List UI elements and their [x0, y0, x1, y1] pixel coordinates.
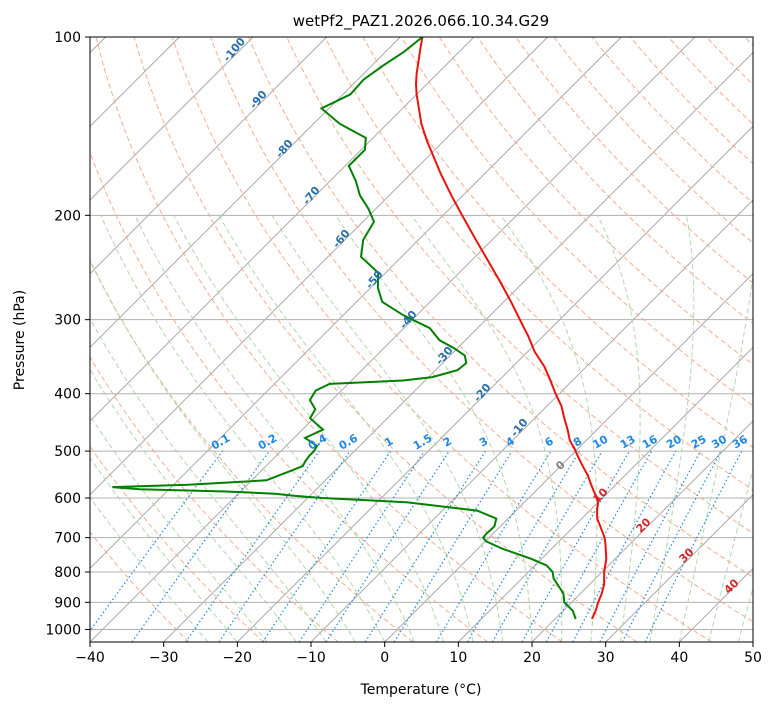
x-tick-label: −30 — [149, 650, 179, 666]
moist-adiabat-line — [173, 215, 445, 642]
mixing-ratio-line — [131, 450, 270, 642]
y-tick-label: 400 — [54, 387, 81, 403]
mixing-ratio-line — [393, 450, 513, 642]
chart-axes: −40 −30 −20 −10 0 10 20 30 40 50 100 200 300 400 500 60… — [45, 30, 762, 666]
isotherm-line — [90, 37, 475, 422]
moist-adiabat-line — [271, 215, 503, 642]
x-tick-label: 50 — [744, 650, 762, 666]
isotherm-line — [90, 37, 401, 348]
x-axis-label: Temperature (°C) — [360, 682, 482, 698]
moist-adiabat-line — [90, 414, 268, 642]
chart-series — [112, 37, 608, 620]
mixing-ratio-line — [572, 450, 677, 642]
moist-adiabat-line — [100, 215, 386, 642]
dry-adiabat-line — [477, 37, 753, 325]
dry-adiabat-line — [171, 37, 712, 642]
isotherm-line — [163, 52, 753, 642]
dry-adiabat-line — [553, 37, 753, 244]
moist-adiabat-line — [410, 215, 563, 642]
y-tick-label: 1000 — [45, 622, 81, 638]
isotherm-line — [90, 37, 254, 201]
x-tick-label: 20 — [523, 650, 541, 666]
x-tick-label: −10 — [296, 650, 326, 666]
y-tick-label: 100 — [54, 30, 81, 46]
dry-adiabat-line — [591, 37, 753, 204]
mixing-ratio-line — [545, 450, 653, 642]
mixing-ratio-line — [90, 450, 223, 632]
moist-adiabat-line — [500, 215, 598, 642]
moist-adiabat-line — [649, 215, 695, 642]
dry-adiabat-line — [90, 531, 190, 642]
moist-adiabat-line — [708, 467, 753, 642]
moist-adiabat-line — [90, 456, 238, 642]
dry-adiabat-line — [133, 37, 638, 642]
y-tick-label: 500 — [54, 444, 81, 460]
isotherm-line — [90, 37, 622, 569]
mixing-ratio-line — [466, 450, 580, 642]
mixing-ratio-line — [435, 450, 552, 642]
x-tick-label: 40 — [670, 650, 688, 666]
moist-adiabat-line — [334, 215, 533, 642]
chart-title: wetPf2_PAZ1.2026.066.10.34.G29 — [293, 12, 549, 31]
y-tick-label: 300 — [54, 313, 81, 329]
isotherm-line — [90, 37, 696, 642]
mixing-ratio-line — [521, 450, 631, 642]
y-tick-label: 600 — [54, 491, 81, 507]
dry-adiabat-line — [400, 37, 753, 407]
dry-adiabat-line — [248, 37, 753, 578]
moist-adiabat-line — [90, 368, 297, 642]
isotherm-line — [90, 37, 548, 496]
y-axis-label: Pressure (hPa) — [12, 290, 28, 390]
moist-adiabat-line — [90, 317, 327, 642]
chart-grid — [90, 37, 753, 642]
x-tick-label: 10 — [449, 650, 467, 666]
isotherm-line — [531, 420, 753, 642]
dry-adiabat-line — [90, 259, 414, 642]
x-tick-label: −20 — [223, 650, 253, 666]
dry-adiabat-line — [324, 37, 753, 491]
x-tick-label: −40 — [75, 650, 105, 666]
isotherm-line — [605, 494, 753, 642]
moist-adiabat-line — [218, 215, 474, 642]
y-tick-label: 800 — [54, 565, 81, 581]
mixing-ratio-line — [491, 450, 603, 642]
dry-adiabat-line — [95, 37, 563, 642]
dry-adiabat-line — [90, 150, 488, 642]
moist-adiabat-line — [678, 272, 753, 642]
isotherm-line — [90, 37, 327, 275]
dry-adiabat-line — [362, 37, 753, 449]
mixing-ratio-line — [325, 450, 450, 642]
mixing-ratio-line — [364, 450, 486, 642]
x-tick-label: 30 — [597, 650, 615, 666]
dry-adiabat-line — [286, 37, 753, 534]
y-tick-label: 200 — [54, 208, 81, 224]
dry-adiabat-line — [438, 37, 753, 365]
dry-adiabat-line — [90, 356, 339, 642]
plot-frame — [89, 36, 754, 643]
temperature-line — [414, 37, 608, 620]
y-tick-label: 900 — [54, 595, 81, 611]
dry-adiabat-line — [210, 37, 753, 623]
moist-adiabat-line — [134, 215, 415, 642]
mixing-ratio-line — [185, 450, 320, 642]
y-tick-label: 700 — [54, 531, 81, 547]
moist-adiabat-line — [90, 258, 356, 642]
mixing-ratio-line — [218, 450, 351, 642]
isotherm-line — [237, 125, 753, 642]
x-tick-label: 0 — [380, 650, 389, 666]
dewpoint-line — [112, 37, 577, 620]
